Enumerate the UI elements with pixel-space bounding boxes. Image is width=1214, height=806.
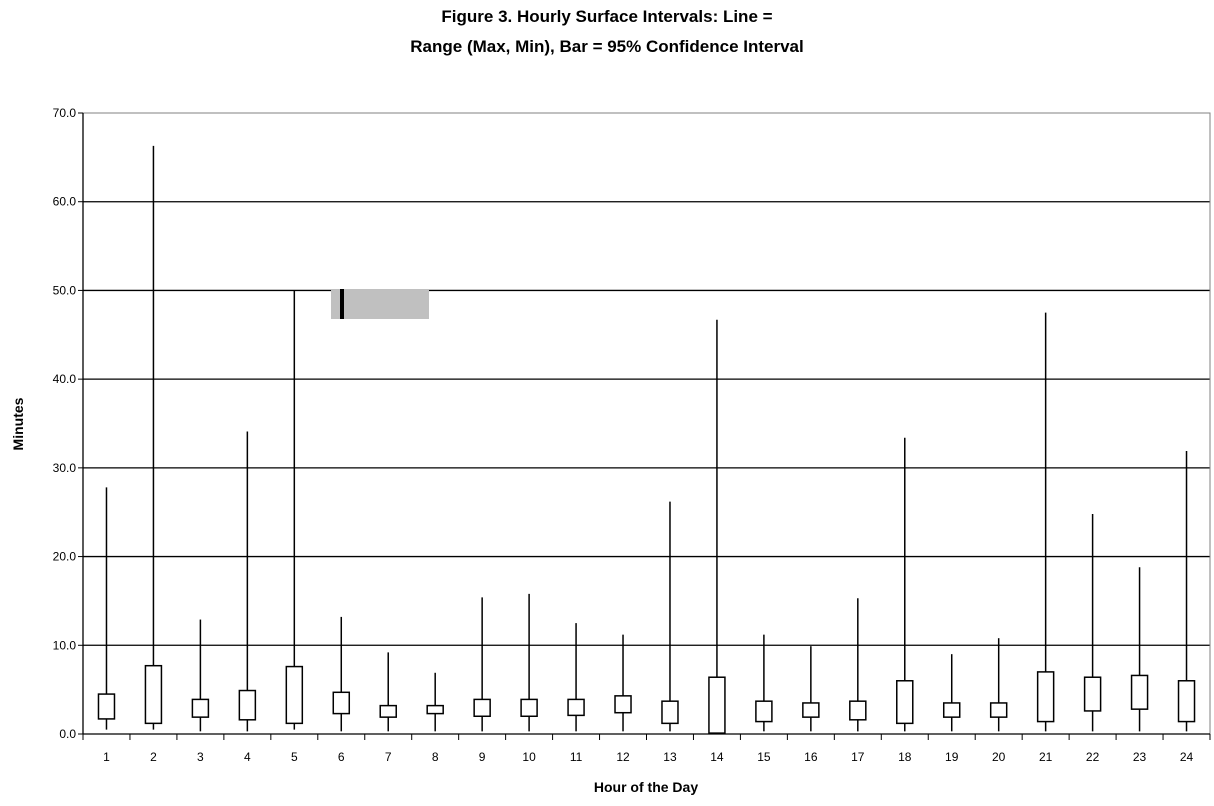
confidence-bar [144, 664, 163, 725]
confidence-bar [896, 680, 914, 725]
range-boxes [97, 145, 1196, 734]
x-tick-label: 6 [338, 750, 345, 764]
confidence-bar [614, 695, 632, 714]
y-tick-label: 50.0 [53, 283, 77, 297]
x-tick-label: 14 [710, 750, 724, 764]
hour-range-group [238, 431, 257, 732]
confidence-bar [426, 704, 444, 715]
hour-range-group [989, 638, 1008, 732]
x-tick-label: 17 [851, 750, 865, 764]
confidence-bar [332, 691, 351, 715]
confidence-bar [473, 698, 491, 718]
hour-range-group [849, 598, 867, 732]
x-tick-label: 19 [945, 750, 959, 764]
confidence-bar [1177, 680, 1196, 723]
hour-range-group [97, 487, 116, 730]
y-axis-label: Minutes [10, 397, 26, 450]
x-tick-label: 11 [570, 750, 583, 764]
x-axis-label: Hour of the Day [594, 779, 698, 795]
hour-range-group [379, 652, 397, 732]
hour-range-group [1130, 567, 1149, 732]
hour-range-group [144, 145, 163, 730]
hour-range-group [473, 597, 491, 732]
hour-range-group [285, 290, 304, 730]
x-tick-label: 8 [432, 750, 439, 764]
legend-artifact [331, 289, 429, 319]
hour-range-group [614, 634, 632, 732]
hour-range-group [567, 623, 585, 732]
confidence-bar [849, 700, 867, 721]
y-tick-label: 70.0 [53, 106, 77, 120]
confidence-bar [520, 698, 538, 718]
x-tick-label: 21 [1039, 750, 1053, 764]
confidence-bar [755, 700, 773, 723]
hour-range-group [191, 619, 210, 732]
x-tick-label: 10 [522, 750, 536, 764]
y-tick-label: 60.0 [53, 195, 77, 209]
y-tick-label: 40.0 [53, 372, 77, 386]
x-tick-label: 24 [1180, 750, 1194, 764]
hour-range-group [1036, 312, 1055, 732]
x-tick-label: 12 [616, 750, 630, 764]
confidence-bar [1036, 671, 1055, 723]
x-tick-label: 9 [479, 750, 486, 764]
x-tick-label: 1 [103, 750, 110, 764]
hour-range-group [332, 616, 351, 732]
confidence-bar [238, 689, 257, 721]
y-tick-label: 10.0 [53, 638, 77, 652]
confidence-bar [1083, 676, 1102, 712]
confidence-bar [708, 676, 726, 734]
gridlines [83, 201, 1210, 646]
confidence-bar [661, 700, 679, 725]
hour-range-group [942, 654, 961, 732]
x-tick-label: 4 [244, 750, 251, 764]
confidence-bar [191, 698, 210, 718]
x-tick-label: 16 [804, 750, 818, 764]
confidence-bar [97, 693, 116, 720]
y-tick-label: 30.0 [53, 461, 77, 475]
confidence-bar [989, 702, 1008, 718]
hour-range-group [520, 593, 538, 732]
x-tick-label: 3 [197, 750, 204, 764]
chart-title-line-2: Range (Max, Min), Bar = 95% Confidence I… [410, 37, 803, 56]
plot-area [82, 112, 1211, 735]
x-tick-label: 5 [291, 750, 298, 764]
confidence-bar [379, 704, 397, 718]
chart-title-line-1: Figure 3. Hourly Surface Intervals: Line… [441, 7, 772, 26]
hour-range-group [755, 634, 773, 732]
confidence-bar [285, 665, 304, 725]
hour-range-group [661, 501, 679, 732]
hour-range-group [708, 319, 726, 734]
x-tick-label: 18 [898, 750, 912, 764]
x-tick-label: 2 [150, 750, 157, 764]
x-tick-label: 23 [1133, 750, 1147, 764]
x-tick-label: 15 [757, 750, 771, 764]
x-tick-label: 13 [663, 750, 677, 764]
hour-range-group [426, 672, 444, 732]
confidence-bar [1130, 674, 1149, 710]
x-axis-ticks: 1 2 3 4 5 6 7 8 9 10 11 12 13 14 15 16 17 18 19 20 21 22 23 24 [82, 734, 1211, 764]
hour-range-group [1177, 451, 1196, 732]
legend-artifact-line [340, 289, 344, 319]
x-tick-label: 7 [385, 750, 392, 764]
confidence-bar [567, 698, 585, 717]
y-tick-label: 0.0 [59, 727, 76, 741]
hour-range-group [896, 437, 914, 732]
x-tick-label: 20 [992, 750, 1006, 764]
hour-range-group [1083, 513, 1102, 732]
confidence-bar [802, 702, 820, 718]
confidence-bar [942, 702, 961, 718]
hour-range-group [802, 646, 820, 732]
x-tick-label: 22 [1086, 750, 1100, 764]
y-tick-label: 20.0 [53, 550, 77, 564]
legend-artifact-box [331, 289, 429, 319]
